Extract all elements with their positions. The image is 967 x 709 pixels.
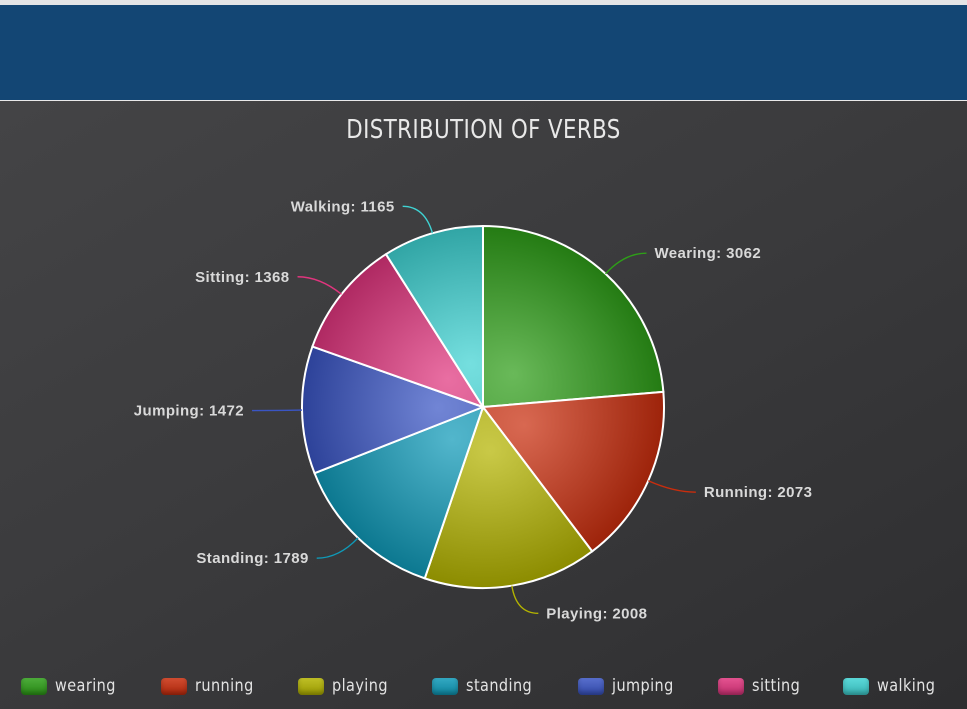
legend-item-jumping[interactable]: Jumping (577, 676, 685, 696)
legend-swatch (21, 677, 48, 695)
chart-panel: DISTRIBUTION OF VERBS Wearing: 3062 Runni… (0, 101, 967, 709)
callout-line-standing (316, 537, 359, 559)
legend-label: Standing (465, 676, 532, 696)
callout-line-running (648, 480, 696, 493)
header-band (0, 5, 967, 100)
legend-swatch (842, 677, 869, 695)
slice-sitting[interactable] (311, 252, 486, 409)
legend-item-wearing[interactable]: Wearing (21, 676, 127, 696)
slice-standing[interactable] (313, 405, 485, 580)
callout-label-playing: Playing: 2008 (546, 605, 647, 622)
callout-label-sitting: Sitting: 1368 (195, 269, 289, 286)
legend-item-running[interactable]: Running (160, 676, 264, 696)
callouts-layer: Wearing: 3062 Running: 2073 Playing: 2008 S… (134, 198, 813, 622)
top-strip (0, 0, 967, 5)
legend: Wearing Running Playing Standing Jumping Sitt… (0, 671, 967, 701)
legend-swatch (298, 677, 325, 695)
slices-layer (301, 224, 665, 589)
legend-swatch (577, 677, 604, 695)
slice-walking[interactable] (384, 224, 484, 411)
legend-swatch (160, 677, 187, 695)
legend-swatch (431, 677, 458, 695)
callout-line-sitting (297, 276, 342, 295)
callout-line-playing (511, 585, 539, 615)
legend-item-sitting[interactable]: Sitting (718, 676, 809, 696)
callout-line-wearing (605, 252, 647, 275)
callout-line-walking (402, 205, 434, 234)
legend-label: Playing (332, 676, 388, 696)
callout-label-walking: Walking: 1165 (291, 198, 395, 215)
legend-label: Running (194, 676, 254, 696)
legend-label: Walking (876, 676, 936, 696)
chart-title: DISTRIBUTION OF VERBS (346, 115, 621, 145)
slice-running[interactable] (481, 390, 665, 553)
legend-label: Jumping (611, 676, 674, 696)
legend-item-standing[interactable]: Standing (431, 676, 544, 696)
slice-wearing[interactable] (482, 224, 665, 409)
legend-item-walking[interactable]: Walking (842, 676, 946, 696)
legend-label: Wearing (55, 676, 117, 696)
callout-label-wearing: Wearing: 3062 (654, 245, 761, 262)
pie-chart: Wearing: 3062 Running: 2073 Playing: 2008 S… (134, 198, 813, 622)
callout-label-running: Running: 2073 (704, 484, 813, 501)
legend-swatch (718, 677, 745, 695)
callout-label-jumping: Jumping: 1472 (134, 403, 244, 420)
legend-item-playing[interactable]: Playing (298, 676, 398, 696)
legend-label: Sitting (752, 676, 801, 696)
callout-label-standing: Standing: 1789 (196, 550, 308, 567)
